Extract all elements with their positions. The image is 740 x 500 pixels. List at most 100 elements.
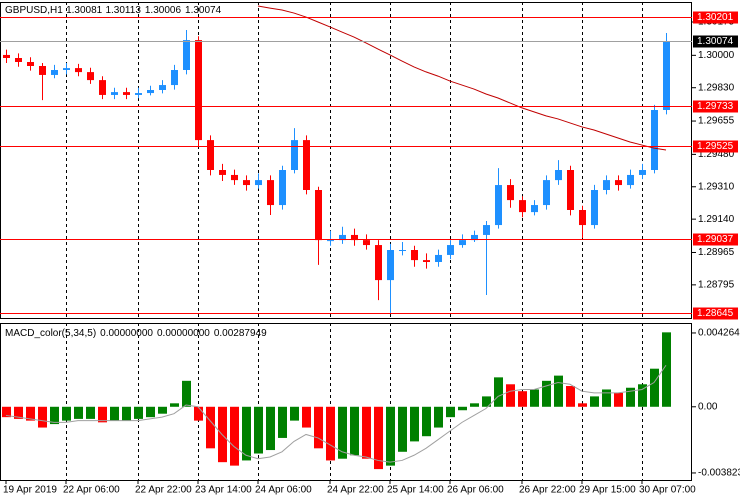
candle-body [75,68,82,73]
histogram-bar [26,406,35,421]
level-label: 1.29525 [697,141,734,152]
candle-body [195,40,202,141]
macd-header: MACD_color(5,34,5) 0.00000000 0.00000000 0.… [5,328,267,339]
histogram-bar [74,406,83,419]
candle-body [603,180,610,190]
header-value: 0.00000000 [157,328,210,339]
candle-body [51,70,58,75]
histogram-bar [398,406,407,452]
price-header: GBPUSD,H1 1.30081 1.30113 1.30006 1.30074 [5,5,222,16]
candle-body [639,170,646,175]
histogram-bar [62,406,71,421]
candle-body [159,85,166,90]
candle-body [651,110,658,170]
candle-body [255,180,262,186]
candle-body [507,185,514,201]
histogram-bar [50,406,59,425]
x-tick-label: 26 Apr 06:00 [447,485,504,496]
y-tick-label: 1.29140 [698,214,735,225]
histogram-bar [506,384,515,407]
histogram-bar [470,403,479,407]
histogram-bar [314,406,323,449]
candle-body [615,180,622,186]
candle-body [567,170,574,210]
y-tick-label: 1.29830 [698,82,735,93]
candle-body [279,170,286,206]
candle-body [591,190,598,226]
histogram-bar [338,406,347,459]
x-tick-label: 25 Apr 14:00 [387,485,444,496]
candle-body [87,72,94,81]
y-tick-label: 1.29480 [698,149,735,160]
candle-body [339,234,346,241]
candle-body [387,250,394,281]
histogram-bar [146,406,155,418]
histogram-bar [446,406,455,418]
histogram-bar [206,406,215,449]
price-pane [0,2,692,319]
histogram-bar [566,386,575,407]
candle-body [363,240,370,246]
candle-body [27,62,34,66]
x-tick-label: 23 Apr 14:00 [195,485,252,496]
histogram-bar [98,406,107,423]
candle-body [399,250,406,251]
candle-body [495,185,502,226]
histogram-bar [650,368,659,407]
header-value: 1.30006 [145,5,182,16]
candle-body [39,66,46,75]
candle-body [207,140,214,170]
x-tick-label: 29 Apr 15:00 [579,485,636,496]
x-tick-label: 19 Apr 2019 [3,485,57,496]
histogram-bar [122,406,131,421]
y-tick-label: 1.28965 [698,247,735,258]
candle-body [15,58,22,62]
histogram-bar [290,406,299,421]
y-tick-label: 1.30000 [698,50,735,61]
y-tick-label: 0.0042647 [698,328,740,339]
y-tick-label: 1.29310 [698,181,735,192]
candle-body [351,234,358,241]
candle-body [483,225,490,235]
histogram-bar [482,396,491,407]
symbol: GBPUSD,H1 [5,5,63,16]
x-tick-label: 30 Apr 07:00 [639,485,696,496]
header-value: 1.30113 [105,5,141,16]
histogram-bar [518,391,527,407]
y-tick-label: -0.003823 [698,468,740,479]
level-label: 1.29037 [697,234,734,245]
histogram-bar [494,377,503,407]
histogram-bar [602,389,611,407]
x-tick-label: 24 Apr 06:00 [255,485,312,496]
axes: 19 Apr 2019 22 Apr 06:00 22 Apr 22:00 23 Ap… [3,11,740,496]
candle-body [111,92,118,95]
x-tick-label: 22 Apr 22:00 [135,485,192,496]
candle-body [435,254,442,262]
level-label: 1.28645 [697,308,734,319]
histogram-bar [614,392,623,407]
candle-body [243,180,250,186]
histogram-bar [326,406,335,461]
histogram-bar [590,396,599,407]
candle-body [147,90,154,94]
candle-body [447,245,454,255]
histogram-bar [230,406,239,466]
candle-body [219,170,226,175]
level-box [693,307,738,320]
histogram-bar [458,406,467,411]
level-box [693,11,738,24]
indicator-name: MACD_color(5,34,5) [5,328,96,339]
histogram-bar [254,406,263,454]
candle-body [63,68,70,70]
signal-line [5,364,667,463]
level-box [693,140,738,153]
histogram-bar [86,406,95,419]
histogram-bar [542,380,551,407]
candle-body [555,170,562,181]
histogram-bar [554,375,563,407]
x-tick-label: 26 Apr 22:00 [519,485,576,496]
histogram-bar [194,406,203,421]
level-box [693,233,738,246]
current-price-label: 1.30074 [697,36,734,47]
